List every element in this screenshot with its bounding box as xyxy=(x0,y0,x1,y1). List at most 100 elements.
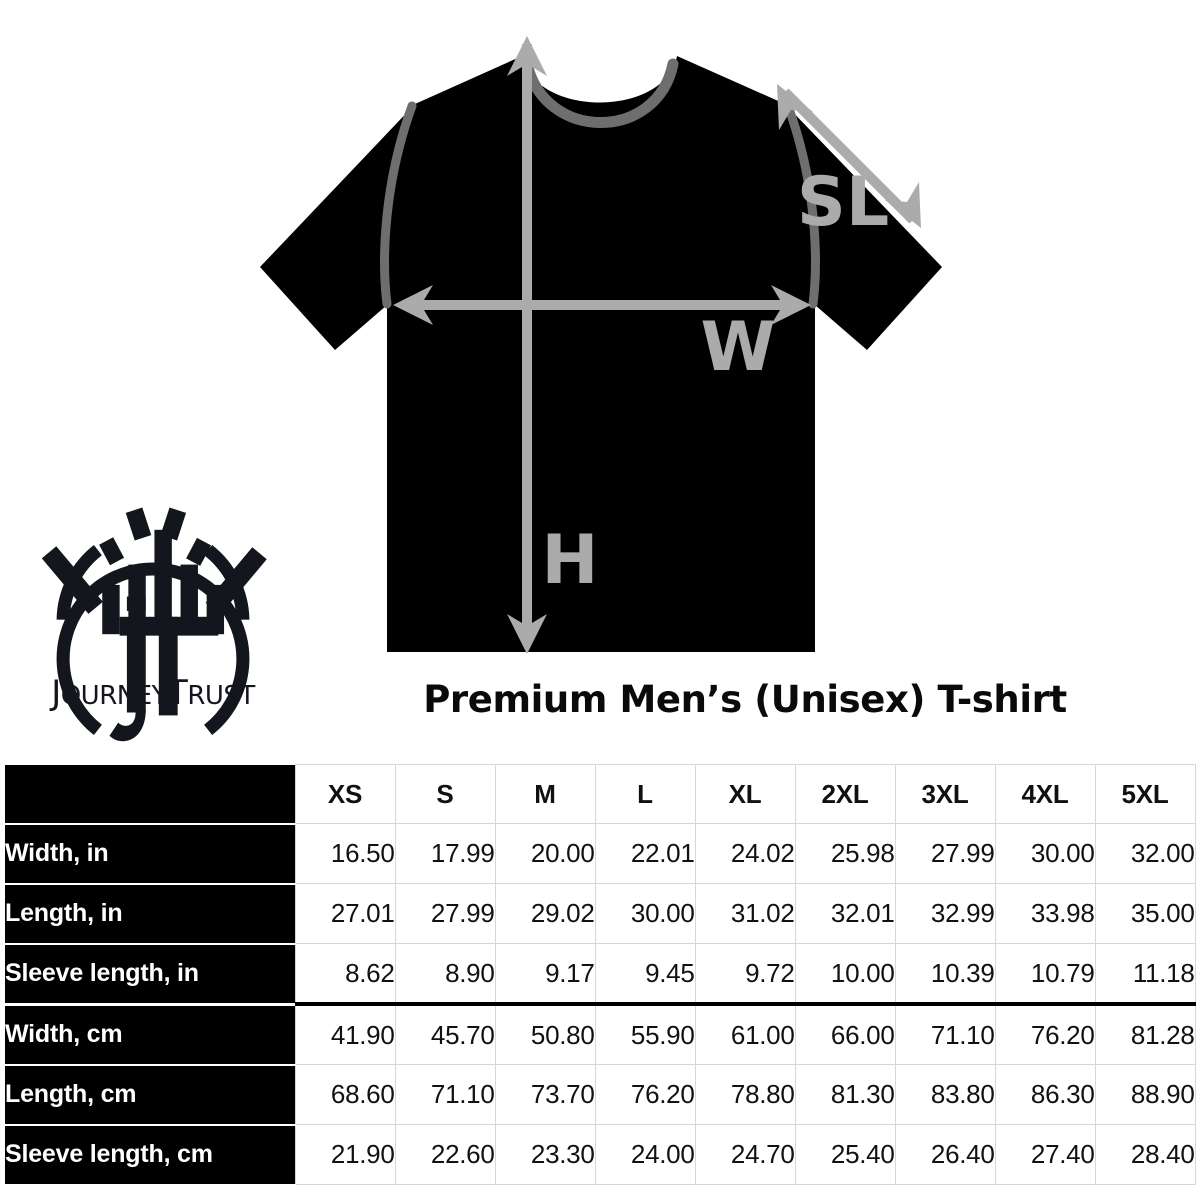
cell-width-cm-5xl: 81.28 xyxy=(1094,1002,1196,1065)
cell-width-in-l: 22.01 xyxy=(594,823,696,884)
left-armhole-seam xyxy=(380,101,417,309)
cell-length-cm-4xl: 86.30 xyxy=(994,1064,1096,1125)
cell-length-in-5xl: 35.00 xyxy=(1094,883,1196,944)
sleeve-length-label: SL xyxy=(797,163,889,242)
size-header-xs: XS xyxy=(294,764,396,824)
cell-length-in-4xl: 33.98 xyxy=(994,883,1096,944)
neckline-seam xyxy=(521,58,679,128)
size-header-m: M xyxy=(494,764,596,824)
cell-length-in-s: 27.99 xyxy=(394,883,496,944)
cell-sleeve-in-m: 9.17 xyxy=(494,943,596,1005)
sleeve-length-measure-arrow xyxy=(777,84,921,228)
cell-sleeve-in-5xl: 11.18 xyxy=(1094,943,1196,1005)
cell-length-cm-5xl: 88.90 xyxy=(1094,1064,1196,1125)
row-label-length-cm: Length, cm xyxy=(5,1064,295,1126)
cell-length-cm-m: 73.70 xyxy=(494,1064,596,1125)
cell-sleeve-cm-xs: 21.90 xyxy=(294,1124,396,1185)
cell-sleeve-cm-l: 24.00 xyxy=(594,1124,696,1185)
width-label: W xyxy=(700,308,775,387)
cell-width-cm-s: 45.70 xyxy=(394,1002,496,1065)
row-label-width-cm: Width, cm xyxy=(5,1002,295,1066)
cell-length-in-3xl: 32.99 xyxy=(894,883,996,944)
size-header-3xl: 3XL xyxy=(894,764,996,824)
table-row: Width, in 16.50 17.99 20.00 22.01 24.02 … xyxy=(5,823,1196,885)
cell-sleeve-in-2xl: 10.00 xyxy=(794,943,896,1005)
size-header-2xl: 2XL xyxy=(794,764,896,824)
cell-width-cm-4xl: 76.20 xyxy=(994,1002,1096,1065)
cell-length-in-l: 30.00 xyxy=(594,883,696,944)
cell-width-in-s: 17.99 xyxy=(394,823,496,884)
cell-sleeve-in-3xl: 10.39 xyxy=(894,943,996,1005)
length-measure-arrow xyxy=(507,36,547,654)
logo-circle xyxy=(56,562,250,736)
table-row: Sleeve length, cm 21.90 22.60 23.30 24.0… xyxy=(5,1124,1196,1186)
cell-sleeve-in-l: 9.45 xyxy=(594,943,696,1005)
size-header-xl: XL xyxy=(694,764,796,824)
cell-sleeve-in-xl: 9.72 xyxy=(694,943,796,1005)
wordmark-rust: RUST xyxy=(187,681,255,711)
cell-width-cm-xs: 41.90 xyxy=(294,1002,396,1065)
cell-sleeve-cm-2xl: 25.40 xyxy=(794,1124,896,1185)
cell-length-cm-s: 71.10 xyxy=(394,1064,496,1125)
length-label: H xyxy=(542,521,599,600)
cell-length-in-xs: 27.01 xyxy=(294,883,396,944)
table-header-row: XS S M L XL 2XL 3XL 4XL 5XL xyxy=(5,764,1196,825)
cell-length-cm-3xl: 83.80 xyxy=(894,1064,996,1125)
cell-width-cm-l: 55.90 xyxy=(594,1002,696,1065)
brand-wordmark: JOURNEYTRUST xyxy=(8,673,298,713)
table-corner-cell xyxy=(5,764,295,825)
cell-width-in-2xl: 25.98 xyxy=(794,823,896,884)
row-label-width-in: Width, in xyxy=(5,823,295,885)
cell-length-cm-xl: 78.80 xyxy=(694,1064,796,1125)
brand-logo: JOURNEYTRUST xyxy=(8,495,298,742)
size-table: XS S M L XL 2XL 3XL 4XL 5XL Width, in 16… xyxy=(5,764,1196,1186)
table-row: Sleeve length, in 8.62 8.90 9.17 9.45 9.… xyxy=(5,943,1196,1005)
row-label-length-in: Length, in xyxy=(5,883,295,945)
width-measure-arrow xyxy=(393,285,811,325)
cell-sleeve-in-s: 8.90 xyxy=(394,943,496,1005)
cell-length-in-m: 29.02 xyxy=(494,883,596,944)
cell-length-in-2xl: 32.01 xyxy=(794,883,896,944)
cell-sleeve-cm-m: 23.30 xyxy=(494,1124,596,1185)
right-armhole-seam xyxy=(783,101,820,309)
cell-width-cm-3xl: 71.10 xyxy=(894,1002,996,1065)
cell-sleeve-cm-5xl: 28.40 xyxy=(1094,1124,1196,1185)
wordmark-t: T xyxy=(167,673,188,713)
cell-width-in-xs: 16.50 xyxy=(294,823,396,884)
cell-width-in-m: 20.00 xyxy=(494,823,596,884)
size-header-5xl: 5XL xyxy=(1094,764,1196,824)
cell-sleeve-cm-xl: 24.70 xyxy=(694,1124,796,1185)
cell-width-cm-2xl: 66.00 xyxy=(794,1002,896,1065)
row-label-sleeve-in: Sleeve length, in xyxy=(5,943,295,1005)
size-table-container: XS S M L XL 2XL 3XL 4XL 5XL Width, in 16… xyxy=(5,764,1196,1186)
page-title: Premium Men’s (Unisex) T-shirt xyxy=(423,678,1067,721)
cell-width-cm-m: 50.80 xyxy=(494,1002,596,1065)
cell-width-in-4xl: 30.00 xyxy=(994,823,1096,884)
cell-width-cm-xl: 61.00 xyxy=(694,1002,796,1065)
size-header-l: L xyxy=(594,764,696,824)
cell-length-cm-l: 76.20 xyxy=(594,1064,696,1125)
wordmark-ourney: OURNEY xyxy=(60,681,168,711)
cell-width-in-xl: 24.02 xyxy=(694,823,796,884)
cell-length-cm-2xl: 81.30 xyxy=(794,1064,896,1125)
table-row: Length, in 27.01 27.99 29.02 30.00 31.02… xyxy=(5,883,1196,945)
table-row: Width, cm 41.90 45.70 50.80 55.90 61.00 … xyxy=(5,1002,1196,1066)
table-row: Length, cm 68.60 71.10 73.70 76.20 78.80… xyxy=(5,1064,1196,1126)
tshirt-diagram: SL W H xyxy=(245,20,955,670)
cell-length-in-xl: 31.02 xyxy=(694,883,796,944)
cell-width-in-5xl: 32.00 xyxy=(1094,823,1196,884)
cell-sleeve-in-4xl: 10.79 xyxy=(994,943,1096,1005)
size-header-s: S xyxy=(394,764,496,824)
row-label-sleeve-cm: Sleeve length, cm xyxy=(5,1124,295,1186)
tshirt-silhouette xyxy=(260,56,942,652)
jt-monogram-crown-circle-icon xyxy=(8,495,298,742)
wordmark-j: J xyxy=(51,673,61,713)
cell-width-in-3xl: 27.99 xyxy=(894,823,996,884)
cell-sleeve-cm-3xl: 26.40 xyxy=(894,1124,996,1185)
cell-sleeve-cm-4xl: 27.40 xyxy=(994,1124,1096,1185)
size-header-4xl: 4XL xyxy=(994,764,1096,824)
cell-length-cm-xs: 68.60 xyxy=(294,1064,396,1125)
cell-sleeve-in-xs: 8.62 xyxy=(294,943,396,1005)
cell-sleeve-cm-s: 22.60 xyxy=(394,1124,496,1185)
